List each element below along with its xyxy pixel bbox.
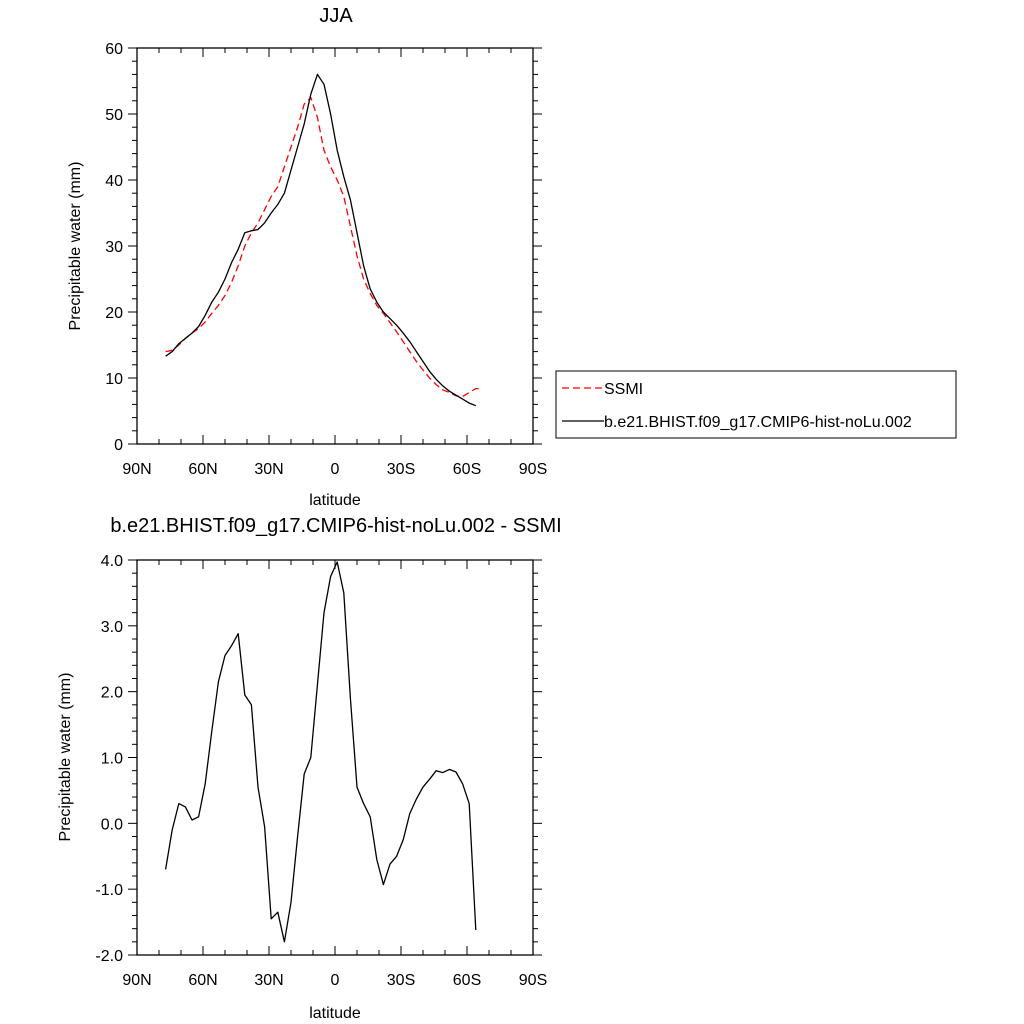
series-lines: [164, 561, 477, 943]
y-tick-label: 4.0: [101, 553, 123, 570]
x-tick-label: 0: [331, 972, 340, 989]
y-tick-label: 40: [105, 173, 123, 190]
y-tick-label: 50: [105, 107, 123, 124]
y-tick-label: 60: [105, 41, 123, 58]
y-tick-labels: 0 10 20 30 40 50 60: [105, 41, 123, 454]
legend-label-ssmi: SSMI: [604, 381, 643, 398]
axis-ticks: [128, 559, 542, 956]
legend: SSMI b.e21.BHIST.f09_g17.CMIP6-hist-noLu…: [555, 370, 957, 439]
legend-box: [555, 370, 957, 439]
series-line-1: [165, 96, 483, 398]
series-line-1: [164, 561, 477, 943]
x-tick-label: 60N: [188, 972, 217, 989]
chart-top: JJA 0 10 20 30 40 50 60 90N 60N 30N 0 30S 60S 90S la…: [67, 5, 957, 509]
axis-ticks: [128, 47, 542, 445]
series-lines: [165, 73, 483, 407]
x-tick-label: 30N: [254, 461, 283, 478]
y-axis-label: Precipitable water (mm): [67, 162, 84, 331]
x-tick-label: 30S: [387, 461, 415, 478]
x-tick-labels: 90N 60N 30N 0 30S 60S 90S: [122, 972, 547, 989]
y-tick-label: 30: [105, 239, 123, 256]
y-tick-labels: -2.0 -1.0 0.0 1.0 2.0 3.0 4.0: [95, 553, 123, 965]
chart-title: b.e21.BHIST.f09_g17.CMIP6-hist-noLu.002 …: [110, 515, 561, 537]
y-tick-label: -1.0: [95, 882, 123, 899]
y-tick-label: 3.0: [101, 619, 123, 636]
x-tick-label: 60S: [453, 461, 481, 478]
chart-bottom: b.e21.BHIST.f09_g17.CMIP6-hist-noLu.002 …: [57, 515, 562, 1022]
y-tick-label: 0: [114, 437, 123, 454]
y-tick-label: 2.0: [101, 685, 123, 702]
x-tick-label: 30S: [387, 972, 415, 989]
y-axis-label: Precipitable water (mm): [57, 673, 74, 842]
x-tick-label: 60S: [453, 972, 481, 989]
y-tick-label: 10: [105, 371, 123, 388]
y-tick-label: -2.0: [95, 948, 123, 965]
x-tick-label: 30N: [254, 972, 283, 989]
y-tick-label: 20: [105, 305, 123, 322]
y-tick-label: 0.0: [101, 816, 123, 833]
x-axis-label: latitude: [309, 1005, 361, 1022]
x-tick-label: 90S: [519, 461, 547, 478]
x-tick-label: 90S: [519, 972, 547, 989]
chart-title: JJA: [319, 5, 353, 27]
y-tick-label: 1.0: [101, 751, 123, 768]
series-line-2: [165, 73, 477, 407]
plot-frame: [136, 47, 534, 445]
x-tick-label: 60N: [188, 461, 217, 478]
x-tick-label: 90N: [122, 972, 151, 989]
x-tick-labels: 90N 60N 30N 0 30S 60S 90S: [122, 461, 547, 478]
x-tick-label: 90N: [122, 461, 151, 478]
legend-label-model: b.e21.BHIST.f09_g17.CMIP6-hist-noLu.002: [604, 414, 912, 431]
x-tick-label: 0: [331, 461, 340, 478]
x-axis-label: latitude: [309, 492, 361, 509]
